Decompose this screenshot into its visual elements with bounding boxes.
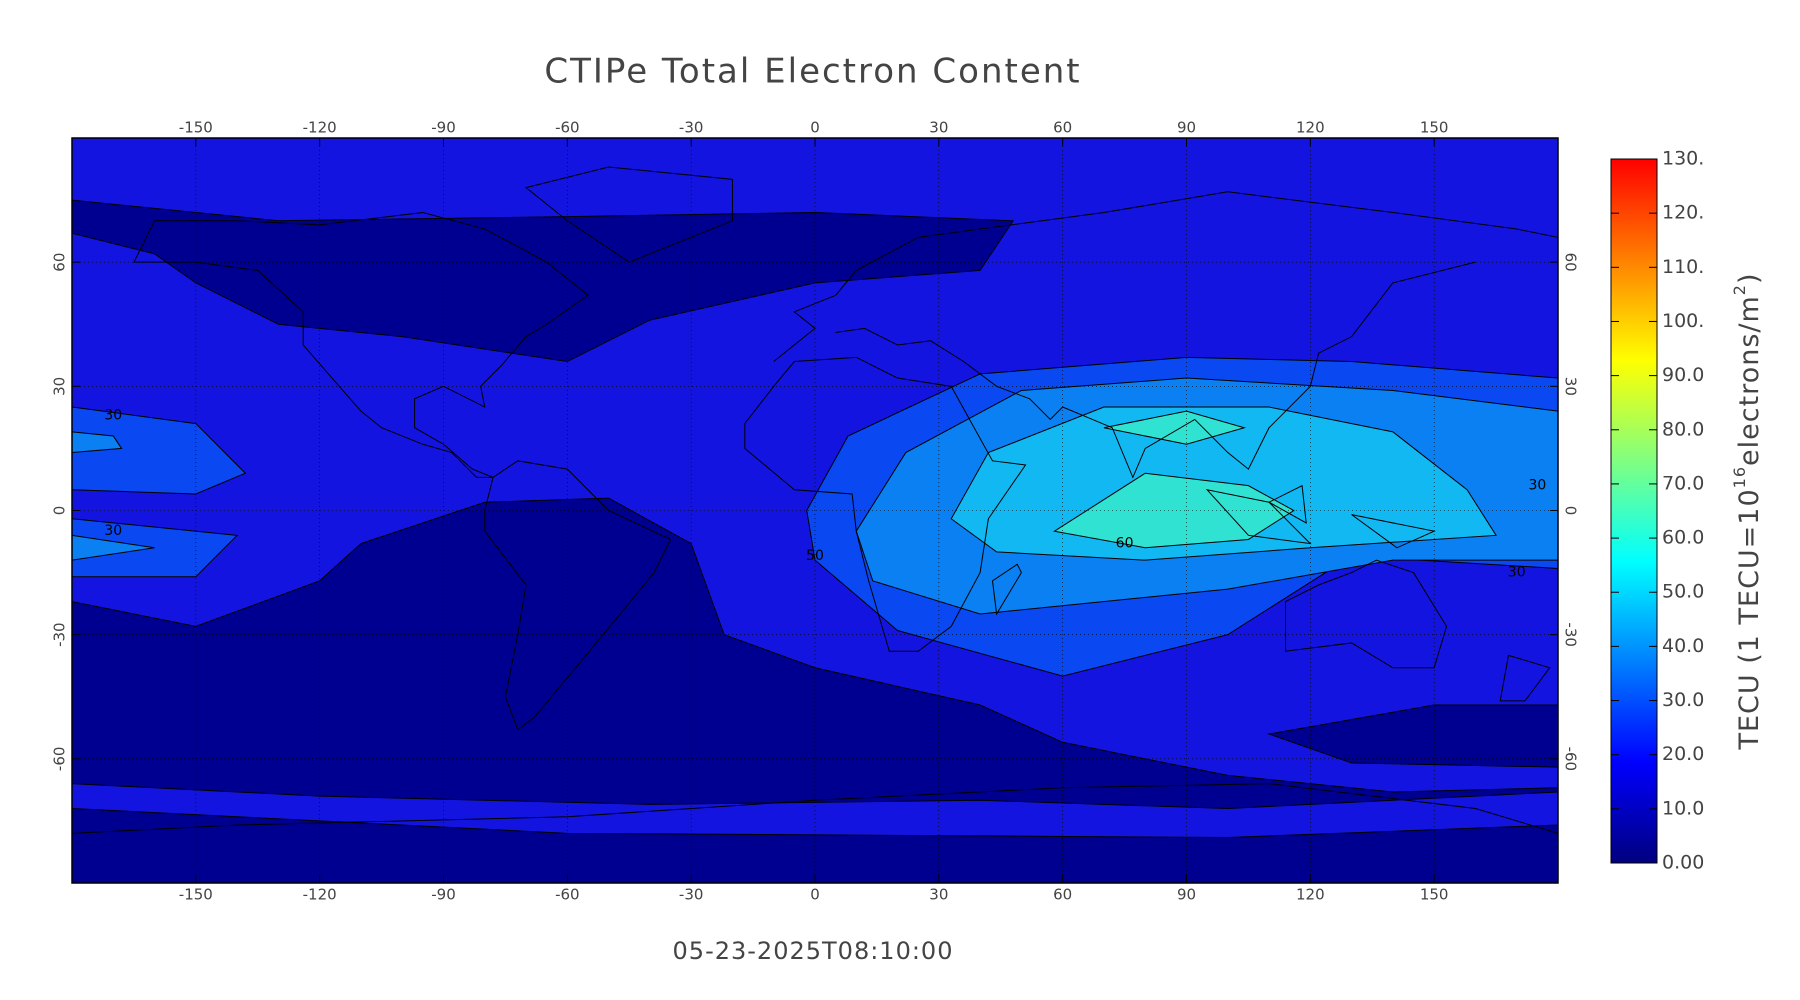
colorbar-label: TECU (1 TECU=1016electrons/m2) bbox=[1730, 272, 1765, 750]
colorbar-label-part: 16 bbox=[1730, 466, 1749, 488]
x-tick-label: -30 bbox=[679, 886, 704, 904]
x-tick-label: 30 bbox=[929, 886, 948, 904]
contour-label: 60 bbox=[1116, 536, 1134, 552]
timestamp: 05-23-2025T08:10:00 bbox=[673, 937, 954, 965]
chart-title: CTIPe Total Electron Content bbox=[544, 52, 1081, 92]
contour-label: 50 bbox=[806, 548, 824, 564]
contour-fill bbox=[72, 407, 245, 494]
x-tick-label: -90 bbox=[431, 119, 456, 137]
y-tick-label: 0 bbox=[1562, 506, 1580, 516]
y-tick-label: -30 bbox=[51, 622, 69, 647]
x-tick-label: -90 bbox=[431, 886, 456, 904]
colorbar-tick-label: 70.0 bbox=[1662, 472, 1704, 494]
colorbar-label-part: ) bbox=[1734, 272, 1765, 284]
x-tick-label: 150 bbox=[1420, 119, 1449, 137]
colorbar-tick-label: 90.0 bbox=[1662, 364, 1704, 386]
y-tick-label: 0 bbox=[51, 506, 69, 516]
contour-fill bbox=[72, 432, 155, 560]
x-tick-label: -30 bbox=[679, 119, 704, 137]
colorbar-tick-label: 120. bbox=[1662, 202, 1704, 224]
y-tick-label: 60 bbox=[1562, 253, 1580, 272]
colorbar-label-part: electrons/m bbox=[1734, 295, 1765, 466]
contour-fill bbox=[1054, 411, 1293, 548]
x-tick-label: 0 bbox=[810, 119, 820, 137]
colorbar-tick-label: 110. bbox=[1662, 256, 1704, 278]
contour-fill bbox=[1269, 705, 1558, 767]
colorbar-label-part: TECU (1 TECU=10 bbox=[1734, 488, 1765, 750]
contour-label: 30 bbox=[104, 407, 122, 423]
x-tick-label: -60 bbox=[555, 886, 580, 904]
colorbar-tick-label: 100. bbox=[1662, 310, 1704, 332]
colorbar-label-part: 2 bbox=[1730, 284, 1749, 295]
colorbar-tick-label: 20.0 bbox=[1662, 743, 1704, 765]
x-tick-label: 0 bbox=[810, 886, 820, 904]
y-tick-label: 60 bbox=[51, 253, 69, 272]
x-tick-label: -150 bbox=[179, 886, 213, 904]
x-tick-label: -120 bbox=[303, 886, 337, 904]
x-tick-label: -120 bbox=[303, 119, 337, 137]
x-tick-label: 60 bbox=[1053, 886, 1072, 904]
x-tick-label: 30 bbox=[929, 119, 948, 137]
x-tick-label: -150 bbox=[179, 119, 213, 137]
x-tick-label: 90 bbox=[1177, 119, 1196, 137]
y-tick-label: -30 bbox=[1562, 622, 1580, 647]
colorbar bbox=[1610, 158, 1658, 864]
x-tick-label: 120 bbox=[1296, 119, 1325, 137]
colorbar-tick-label: 10.0 bbox=[1662, 797, 1704, 819]
colorbar-tick-label: 80.0 bbox=[1662, 418, 1704, 440]
x-tick-label: 90 bbox=[1177, 886, 1196, 904]
y-tick-label: 30 bbox=[51, 377, 69, 396]
map-frame bbox=[71, 137, 1559, 884]
contour-label: 30 bbox=[1508, 565, 1526, 581]
colorbar-tick-label: 40.0 bbox=[1662, 635, 1704, 657]
colorbar-tick-label: 30.0 bbox=[1662, 689, 1704, 711]
x-tick-label: 60 bbox=[1053, 119, 1072, 137]
colorbar-tick-label: 60.0 bbox=[1662, 527, 1704, 549]
contour-label: 30 bbox=[1528, 478, 1546, 494]
colorbar-tick-label: 0.00 bbox=[1662, 852, 1704, 874]
contour-fill bbox=[72, 200, 1013, 361]
contour-label: 30 bbox=[104, 523, 122, 539]
y-tick-label: 30 bbox=[1562, 377, 1580, 396]
x-tick-label: -60 bbox=[555, 119, 580, 137]
x-tick-label: 120 bbox=[1296, 886, 1325, 904]
x-tick-label: 150 bbox=[1420, 886, 1449, 904]
y-tick-label: -60 bbox=[51, 747, 69, 772]
y-tick-label: -60 bbox=[1562, 747, 1580, 772]
colorbar-tick-label: 50.0 bbox=[1662, 581, 1704, 603]
colorbar-tick-label: 130. bbox=[1662, 148, 1704, 170]
